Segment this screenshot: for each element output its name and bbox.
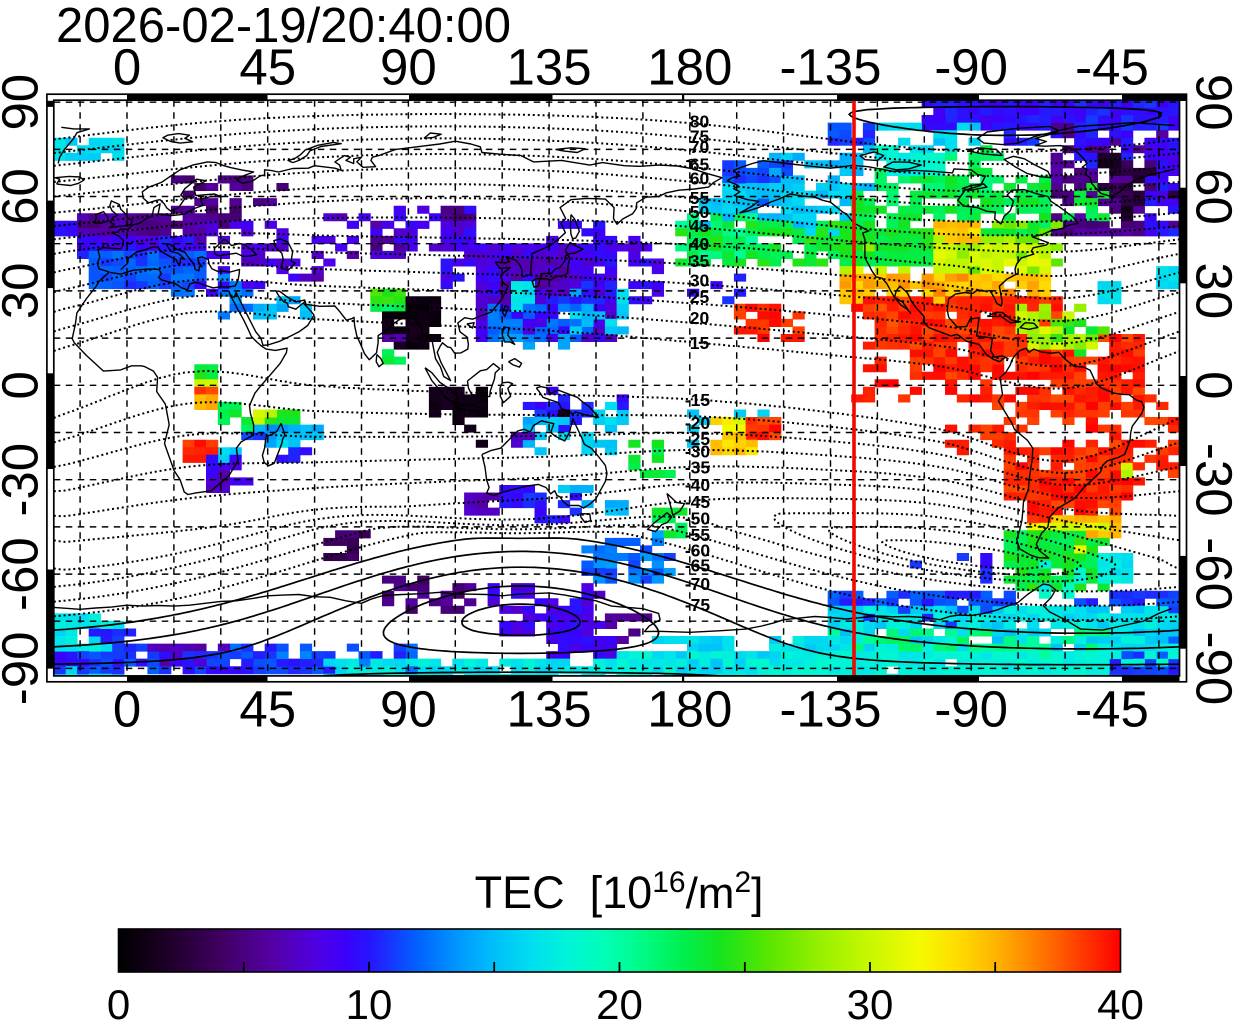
svg-text:135: 135 xyxy=(507,38,592,95)
svg-text:15: 15 xyxy=(690,333,710,353)
svg-text:60: 60 xyxy=(0,168,49,225)
svg-text:0: 0 xyxy=(0,371,49,399)
svg-text:90: 90 xyxy=(0,74,49,131)
svg-text:45: 45 xyxy=(239,38,296,95)
svg-text:45: 45 xyxy=(239,681,296,738)
svg-text:180: 180 xyxy=(647,38,732,95)
svg-text:180: 180 xyxy=(647,681,732,738)
svg-text:-65: -65 xyxy=(685,556,711,576)
svg-text:20: 20 xyxy=(596,981,643,1021)
svg-text:0: 0 xyxy=(113,38,141,95)
svg-text:-135: -135 xyxy=(779,38,881,95)
svg-text:90: 90 xyxy=(1186,74,1235,131)
svg-text:30: 30 xyxy=(847,981,894,1021)
svg-text:-15: -15 xyxy=(685,390,711,410)
svg-text:30: 30 xyxy=(0,263,49,320)
svg-text:-135: -135 xyxy=(779,681,881,738)
svg-text:-75: -75 xyxy=(685,595,711,615)
svg-text:-90: -90 xyxy=(0,632,49,706)
svg-text:-70: -70 xyxy=(685,574,711,594)
svg-text:0: 0 xyxy=(1186,371,1235,399)
svg-text:135: 135 xyxy=(507,681,592,738)
svg-text:TEC [1016/m2]: TEC [1016/m2] xyxy=(475,866,764,918)
svg-text:-60: -60 xyxy=(0,537,49,611)
svg-text:60: 60 xyxy=(1186,168,1235,225)
svg-text:25: 25 xyxy=(690,287,710,307)
svg-text:-30: -30 xyxy=(0,443,49,517)
svg-text:90: 90 xyxy=(380,38,437,95)
svg-text:-90: -90 xyxy=(934,681,1008,738)
svg-text:-60: -60 xyxy=(1186,537,1235,611)
svg-text:60: 60 xyxy=(690,169,710,189)
svg-text:35: 35 xyxy=(690,251,710,271)
svg-text:-90: -90 xyxy=(1186,632,1235,706)
svg-text:45: 45 xyxy=(690,216,710,236)
svg-text:-30: -30 xyxy=(1186,443,1235,517)
svg-text:10: 10 xyxy=(346,981,393,1021)
svg-text:0: 0 xyxy=(107,981,130,1021)
svg-text:30: 30 xyxy=(1186,263,1235,320)
svg-text:20: 20 xyxy=(690,308,710,328)
svg-text:-45: -45 xyxy=(1075,38,1149,95)
svg-text:0: 0 xyxy=(113,681,141,738)
svg-text:40: 40 xyxy=(1097,981,1144,1021)
svg-text:-90: -90 xyxy=(934,38,1008,95)
svg-text:-45: -45 xyxy=(1075,681,1149,738)
svg-text:90: 90 xyxy=(380,681,437,738)
